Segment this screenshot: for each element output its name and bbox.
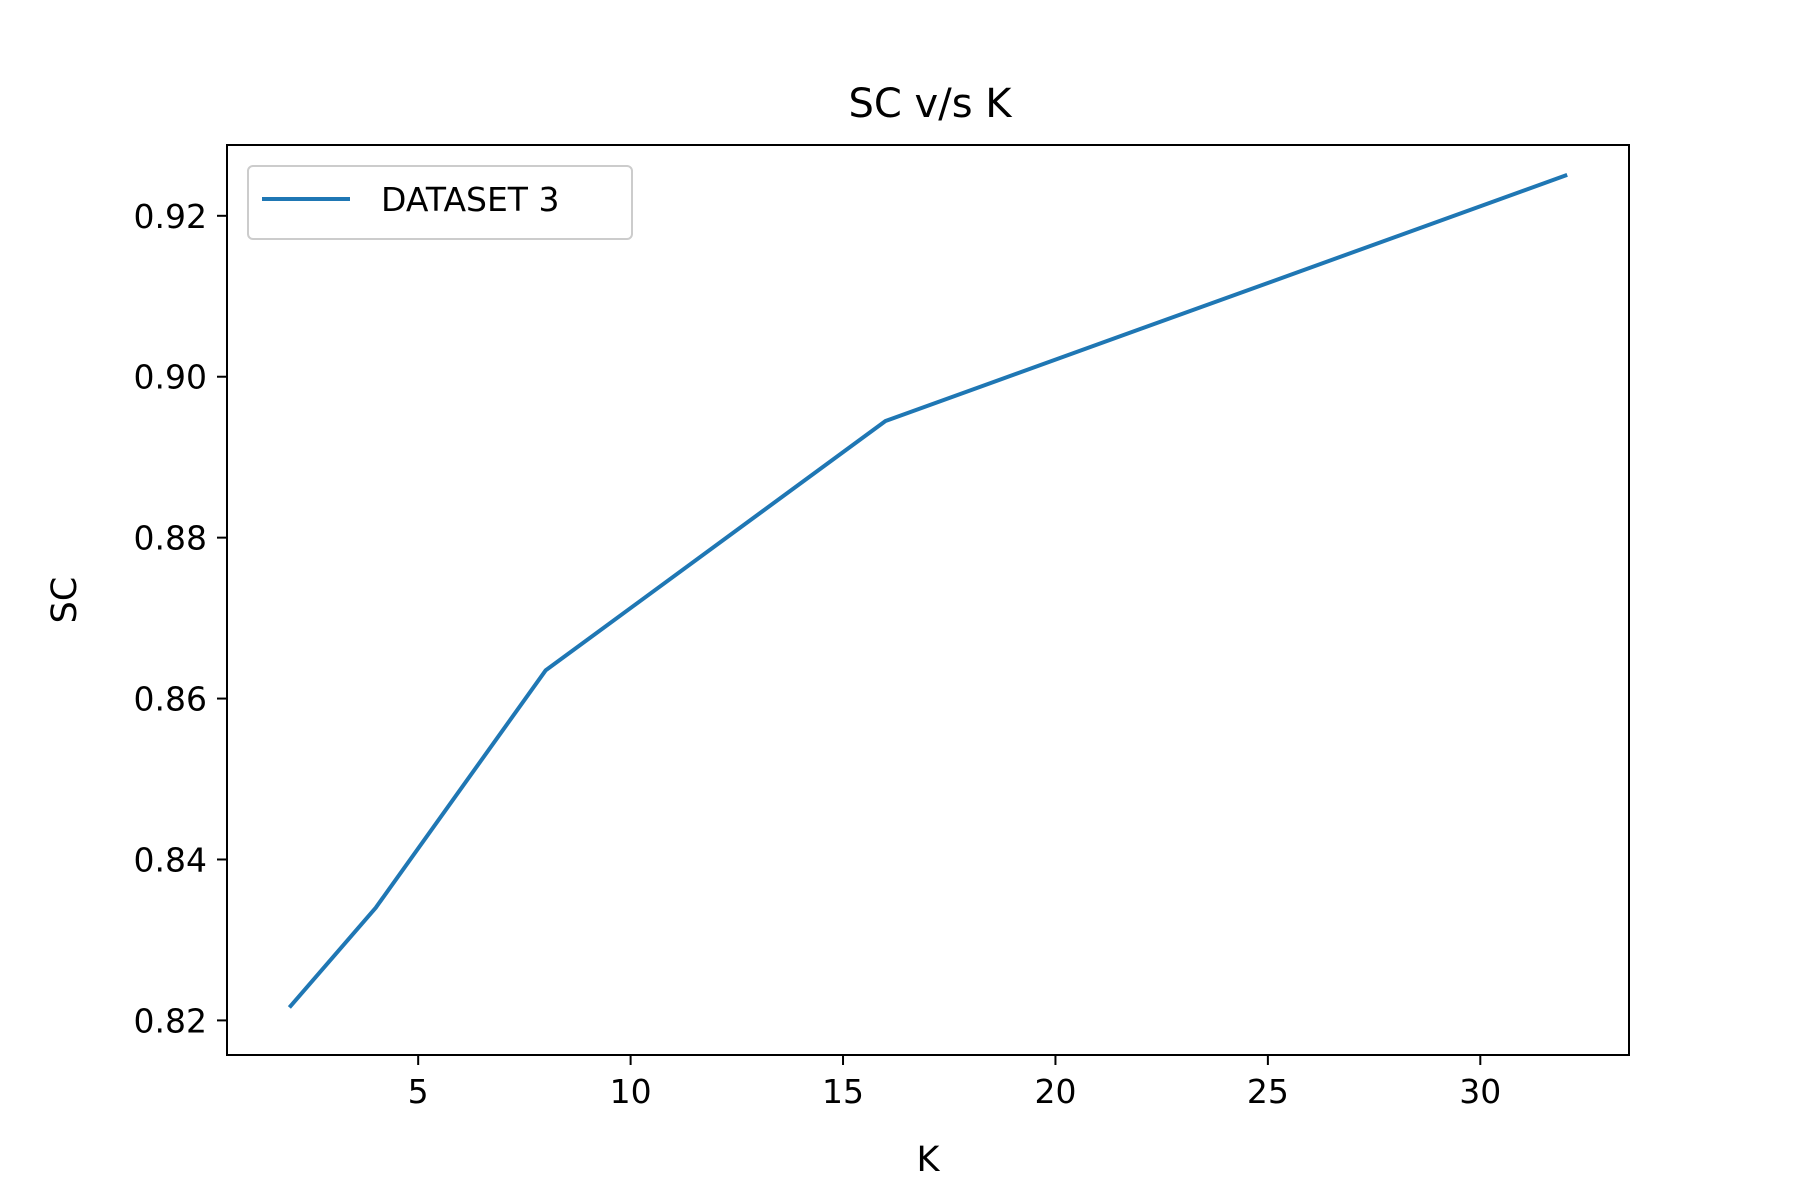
x-tick-label: 30 <box>1459 1072 1501 1111</box>
x-tick-label: 25 <box>1247 1072 1289 1111</box>
y-tick-label: 0.88 <box>134 519 207 558</box>
y-axis: 0.82 0.84 0.86 0.88 0.90 0.92 <box>134 197 227 1040</box>
x-tick-label: 5 <box>408 1072 429 1111</box>
y-tick-label: 0.90 <box>134 358 207 397</box>
x-tick-label: 20 <box>1034 1072 1076 1111</box>
series-line <box>287 173 1568 1009</box>
series-layer <box>287 173 1568 1009</box>
plot-area <box>226 144 1630 1056</box>
y-tick-label: 0.82 <box>134 1001 207 1040</box>
x-axis: 5 10 15 20 25 30 <box>408 1055 1501 1111</box>
legend-box <box>247 165 633 240</box>
y-tick-label: 0.84 <box>134 840 207 879</box>
y-tick-label: 0.92 <box>134 197 207 236</box>
x-tick-label: 15 <box>822 1072 864 1111</box>
x-axis-title: K <box>917 1140 941 1180</box>
legend-label: DATASET 3 <box>381 180 559 219</box>
plot-frame <box>226 144 1630 1056</box>
x-tick-label: 10 <box>610 1072 652 1111</box>
y-tick-label: 0.86 <box>134 680 207 719</box>
chart-title: SC v/s K <box>849 81 1014 127</box>
y-axis-title: SC <box>45 577 85 624</box>
legend: DATASET 3 <box>247 165 633 240</box>
